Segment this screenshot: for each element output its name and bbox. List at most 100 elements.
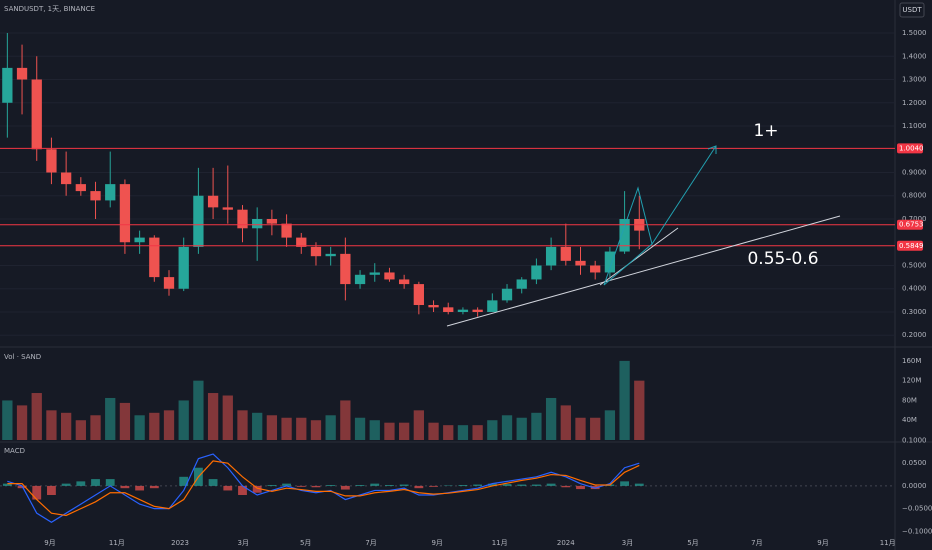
candle-body	[399, 279, 410, 285]
volume-bar	[531, 412, 542, 440]
level-label: 1.0040	[899, 144, 924, 152]
arrow-head	[707, 145, 717, 154]
level-label-box	[897, 240, 923, 251]
histogram-bar	[252, 485, 262, 493]
level-label: 0.6753	[899, 221, 924, 229]
volume-bar	[545, 397, 557, 440]
y-tick-label: 40M	[902, 416, 917, 424]
histogram-bar	[355, 485, 365, 486]
histogram-bar	[311, 485, 321, 488]
candle-body	[487, 300, 498, 312]
candle-body	[354, 274, 366, 285]
macd-line	[7, 460, 640, 517]
volume-bar	[207, 393, 219, 440]
y-tick-label: 0.3000	[902, 308, 927, 316]
currency-box[interactable]	[899, 2, 925, 18]
histogram-bar	[2, 483, 12, 486]
candle-body	[149, 237, 160, 278]
symbol-title: SANDUSDT, 1天, BINANCE	[4, 5, 95, 13]
histogram-bar	[399, 484, 409, 486]
candle-body	[531, 265, 542, 280]
volume-bar	[149, 412, 160, 440]
histogram-bar	[267, 485, 277, 486]
volume-bar	[266, 415, 278, 440]
histogram-bar	[561, 485, 571, 488]
y-tick-label: 1.3000	[902, 76, 927, 84]
y-tick-label: 0.0000	[902, 482, 927, 490]
currency-label[interactable]: USDT	[902, 6, 922, 14]
y-tick-label: 0.0500	[902, 459, 927, 467]
histogram-bar	[546, 483, 556, 486]
histogram-bar	[223, 485, 233, 491]
histogram-bar	[620, 481, 629, 486]
volume-bar	[222, 395, 233, 440]
y-tick-label: 0.5000	[902, 261, 927, 269]
candle-body	[222, 207, 233, 210]
histogram-bar	[76, 481, 86, 486]
volume-bar	[134, 415, 145, 440]
volume-bar	[354, 417, 366, 440]
level-label-box	[897, 219, 923, 230]
level-label: 0.5849	[899, 242, 924, 250]
volume-bar	[487, 420, 498, 440]
histogram-bar	[502, 484, 512, 486]
volume-bar	[60, 412, 72, 440]
candle-body	[119, 184, 131, 243]
volume-bar	[163, 410, 175, 440]
volume-bar	[472, 425, 483, 440]
x-tick-label: 11月	[880, 539, 896, 547]
y-tick-label: −0.1000	[902, 527, 932, 535]
candle-body	[457, 309, 469, 312]
candle-body	[60, 172, 72, 185]
candle-body	[46, 149, 57, 173]
histogram-bar	[120, 485, 130, 489]
x-tick-label: 2023	[171, 539, 189, 547]
y-tick-label: 0.4000	[902, 285, 927, 293]
volume-bar	[46, 410, 57, 440]
histogram-bar	[429, 485, 438, 487]
volume-bar	[325, 415, 336, 440]
candle-body	[266, 218, 278, 224]
histogram-bar	[385, 485, 394, 486]
annotation: 0.55-0.6	[747, 249, 818, 269]
volume-bar	[340, 400, 351, 440]
histogram-bar	[282, 483, 291, 486]
volume-bar	[252, 412, 263, 440]
x-tick-label: 11月	[109, 539, 125, 547]
volume-bar	[281, 417, 292, 440]
volume-title: Vol · SAND	[4, 353, 41, 361]
projection-path	[603, 145, 717, 286]
level-label-box	[897, 143, 923, 154]
histogram-bar	[576, 485, 585, 490]
candle-body	[443, 307, 454, 312]
candle-body	[178, 246, 189, 289]
x-tick-label: 9月	[431, 539, 442, 547]
candle-body	[575, 260, 586, 266]
candle-body	[207, 195, 219, 208]
volume-bar	[634, 380, 645, 440]
candle-body	[590, 265, 601, 273]
candle-body	[163, 277, 175, 289]
histogram-bar	[590, 485, 600, 490]
x-tick-label: 9月	[817, 539, 828, 547]
y-tick-label: 1.4000	[902, 52, 927, 60]
volume-bar	[193, 380, 204, 440]
x-tick-label: 3月	[237, 539, 248, 547]
volume-bar	[90, 415, 101, 440]
macd-title: MACD	[4, 447, 25, 455]
volume-bar	[428, 422, 439, 440]
histogram-bar	[634, 483, 644, 486]
x-tick-label: 9月	[44, 539, 55, 547]
y-tick-label: 0.7000	[902, 215, 927, 223]
candle-body	[501, 288, 513, 301]
histogram-bar	[340, 485, 350, 490]
drawings	[446, 145, 841, 327]
volume-bar	[16, 405, 28, 440]
candle-body	[413, 284, 424, 306]
x-tick-label: 7月	[751, 539, 762, 547]
candle-body	[75, 184, 86, 192]
volume-bar	[31, 393, 42, 440]
trendline	[446, 215, 841, 327]
histogram-bar	[149, 485, 159, 489]
